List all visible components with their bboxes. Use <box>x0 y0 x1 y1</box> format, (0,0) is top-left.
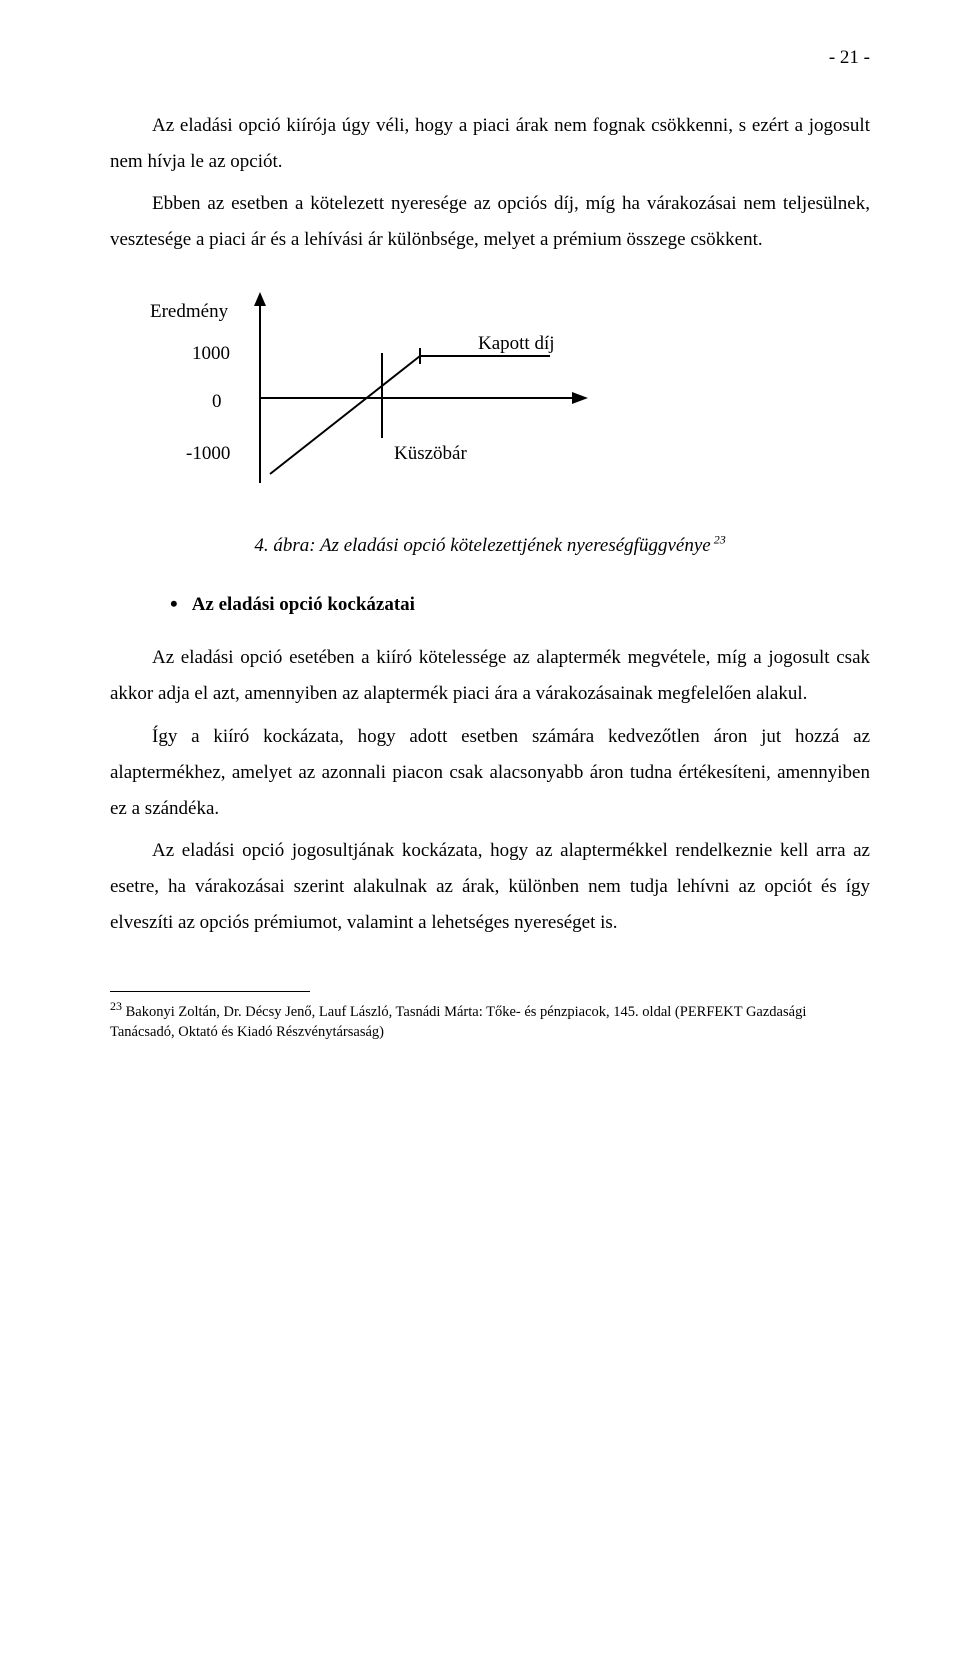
paragraph-5: Az eladási opció jogosultjának kockázata… <box>110 833 870 941</box>
page-number: - 21 - <box>110 40 870 76</box>
bullet-risks: Az eladási opció kockázatai <box>170 583 870 625</box>
caption-footnote-ref: 23 <box>711 533 726 547</box>
paragraph-3: Az eladási opció esetében a kiíró kötele… <box>110 640 870 712</box>
figure-caption: 4. ábra: Az eladási opció kötelezettjéne… <box>110 528 870 564</box>
footnote-marker: 23 <box>110 999 122 1013</box>
y-axis-arrow <box>254 292 266 306</box>
threshold-label: Küszöbár <box>394 436 467 472</box>
paragraph-2: Ebben az esetben a kötelezett nyeresége … <box>110 186 870 258</box>
footnote-separator <box>110 991 310 992</box>
footnote-23: 23 Bakonyi Zoltán, Dr. Décsy Jenő, Lauf … <box>110 998 870 1042</box>
y-min-label: -1000 <box>186 436 230 472</box>
paragraph-1: Az eladási opció kiírója úgy véli, hogy … <box>110 108 870 180</box>
footnote-text: Bakonyi Zoltán, Dr. Décsy Jenő, Lauf Lás… <box>110 1004 806 1040</box>
plateau-label: Kapott díj <box>478 326 555 362</box>
bullet-list: Az eladási opció kockázatai <box>170 583 870 625</box>
y-max-label: 1000 <box>192 336 230 372</box>
paragraph-4: Így a kiíró kockázata, hogy adott esetbe… <box>110 719 870 827</box>
caption-text: 4. ábra: Az eladási opció kötelezettjéne… <box>254 535 710 556</box>
x-axis-arrow <box>572 392 588 404</box>
payoff-chart: Eredmény 1000 0 -1000 Kapott díj Küszöbá… <box>150 288 650 498</box>
y-axis-label: Eredmény <box>150 294 228 330</box>
bullet-risks-label: Az eladási opció kockázatai <box>192 594 415 615</box>
y-zero-label: 0 <box>212 384 222 420</box>
